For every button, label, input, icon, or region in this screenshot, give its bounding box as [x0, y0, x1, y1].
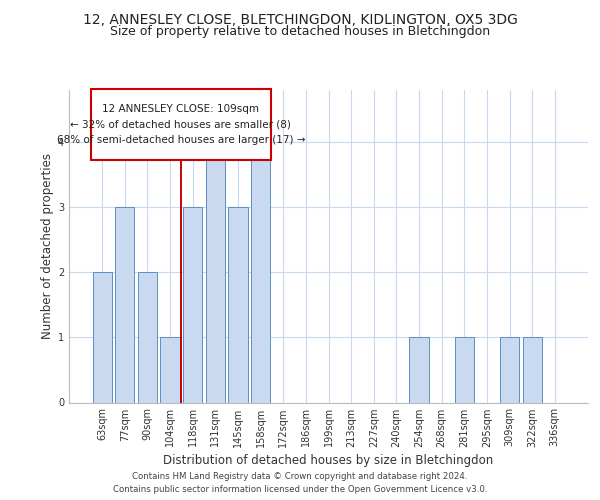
Bar [500, 338, 519, 402]
Text: 12 ANNESLEY CLOSE: 109sqm
← 32% of detached houses are smaller (8)
68% of semi-d: 12 ANNESLEY CLOSE: 109sqm ← 32% of detac… [56, 104, 305, 145]
Bar [91, 88, 271, 160]
Text: Contains public sector information licensed under the Open Government Licence v3: Contains public sector information licen… [113, 485, 487, 494]
Text: 12, ANNESLEY CLOSE, BLETCHINGDON, KIDLINGTON, OX5 3DG: 12, ANNESLEY CLOSE, BLETCHINGDON, KIDLIN… [83, 12, 517, 26]
Bar [183, 207, 202, 402]
X-axis label: Distribution of detached houses by size in Bletchingdon: Distribution of detached houses by size … [163, 454, 494, 467]
Bar [206, 142, 225, 403]
Bar [409, 338, 428, 402]
Bar [115, 207, 134, 402]
Bar [160, 338, 180, 402]
Bar [229, 207, 248, 402]
Bar [138, 272, 157, 402]
Bar [251, 142, 270, 403]
Bar [92, 272, 112, 402]
Y-axis label: Number of detached properties: Number of detached properties [41, 153, 54, 339]
Text: Contains HM Land Registry data © Crown copyright and database right 2024.: Contains HM Land Registry data © Crown c… [132, 472, 468, 481]
Bar [455, 338, 474, 402]
Text: Size of property relative to detached houses in Bletchingdon: Size of property relative to detached ho… [110, 25, 490, 38]
Bar [523, 338, 542, 402]
